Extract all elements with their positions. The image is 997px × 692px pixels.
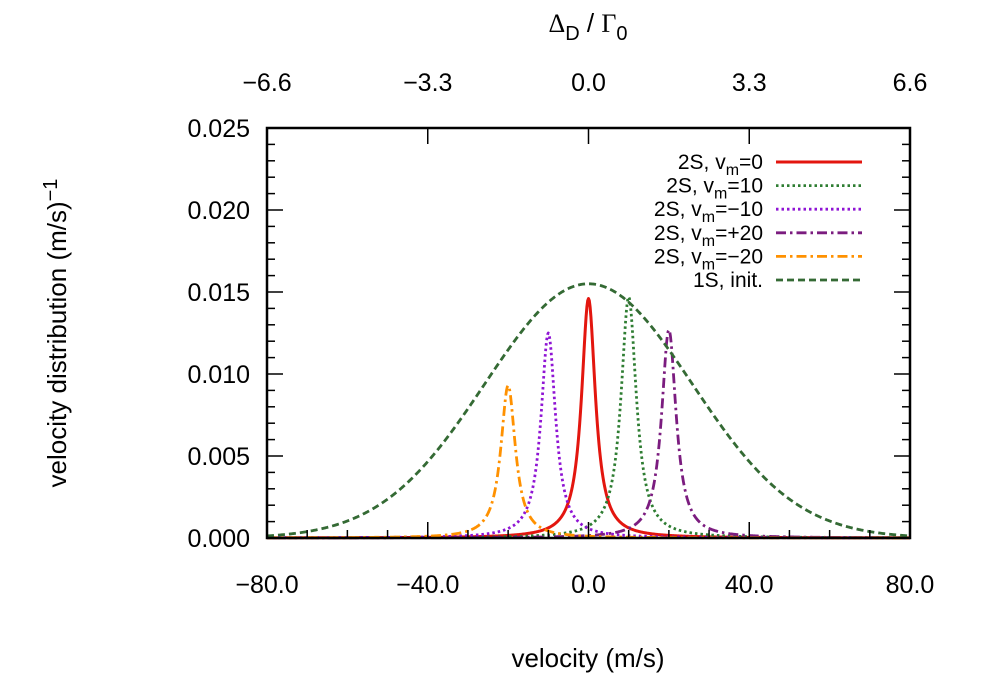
top-axis-tick-label: 0.0 [571, 69, 606, 97]
tick-layer [266, 127, 911, 539]
legend-label-1: 2S, vm=10 [666, 175, 763, 203]
x-tick-label: −80.0 [235, 571, 298, 599]
top-axis-tick-label: 6.6 [893, 69, 928, 97]
top-axis-tick-label: −6.6 [242, 69, 291, 97]
legend-label-5: 1S, init. [693, 269, 763, 292]
series-line-3 [266, 328, 911, 540]
y-tick-label: 0.005 [187, 443, 250, 471]
series-line-2 [266, 331, 911, 540]
x-axis-label: velocity (m/s) [511, 643, 664, 673]
x-tick-label: 80.0 [886, 571, 935, 599]
y-axis-label-superscript: −1 [40, 179, 62, 202]
x-tick-label: 40.0 [725, 571, 774, 599]
top-axis-tick-label: −3.3 [403, 69, 452, 97]
top-axis-delta-subscript: D [565, 23, 579, 45]
top-axis-label: ΔD / Γ0 [548, 8, 627, 45]
tick-label-layer: −80.0 −40.0 0.0 40.0 80.0 −6.6 −3.3 0.0 3.3 6.6 0.… [187, 69, 934, 599]
y-tick-label: 0.020 [187, 197, 250, 225]
x-tick-label: 0.0 [571, 571, 606, 599]
top-axis-delta: Δ [548, 9, 565, 38]
series-line-0 [266, 297, 911, 540]
top-axis-gamma-subscript: 0 [616, 23, 627, 45]
series-line-5 [266, 282, 911, 538]
series-layer [266, 282, 911, 540]
y-tick-label: 0.010 [187, 361, 250, 389]
top-axis-slash: / [580, 8, 602, 38]
legend-label-4: 2S, vm=−20 [654, 245, 763, 273]
top-axis-gamma: Γ [601, 9, 616, 38]
top-axis-tick-label: 3.3 [732, 69, 767, 97]
legend-label-2: 2S, vm=−10 [654, 198, 763, 226]
legend-label-0: 2S, vm=0 [678, 151, 763, 179]
y-axis-label-main: velocity distribution (m/s) [42, 201, 72, 487]
plot-frame [265, 126, 912, 540]
y-tick-label: 0.025 [187, 115, 250, 143]
y-tick-label: 0.015 [187, 279, 250, 307]
series-line-1 [266, 295, 911, 540]
x-tick-label: −40.0 [396, 571, 459, 599]
y-tick-label: 0.000 [187, 525, 250, 553]
y-axis-label: velocity distribution (m/s)−1 [40, 179, 72, 488]
legend-label-3: 2S, vm=+20 [654, 222, 763, 250]
